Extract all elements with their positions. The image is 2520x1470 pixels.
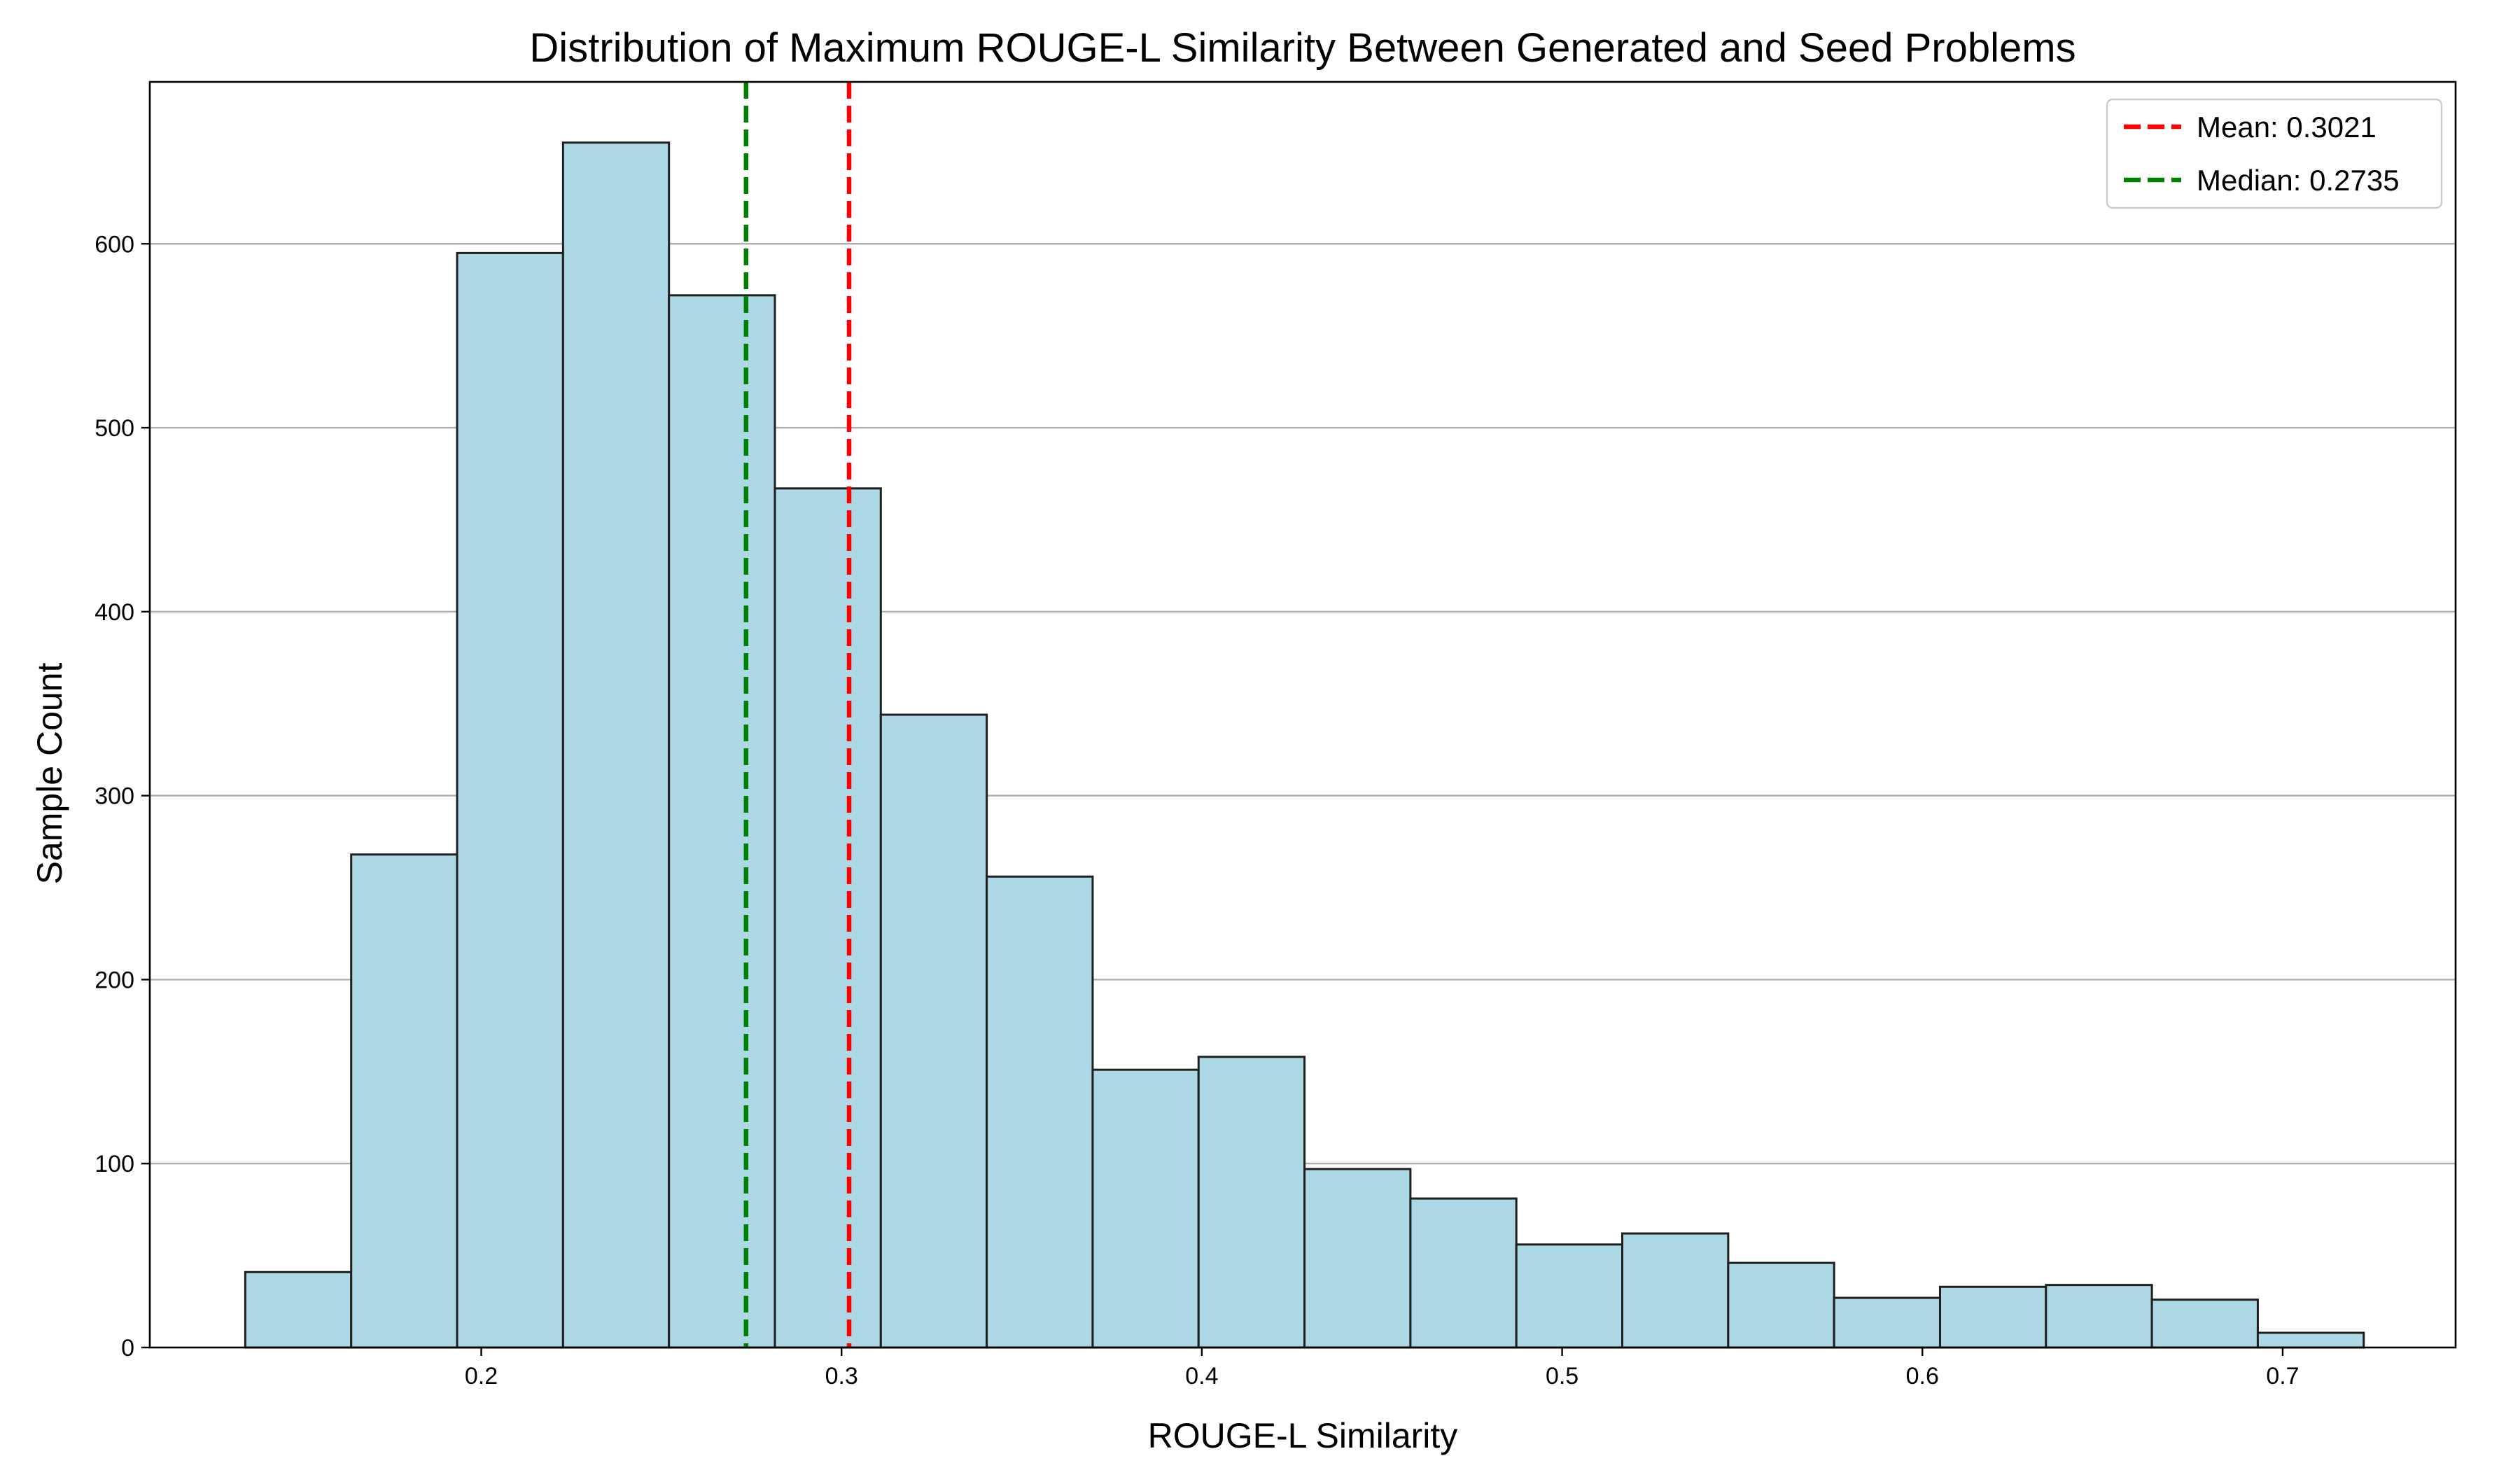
x-tick-label: 0.5 [1546, 1363, 1578, 1390]
y-tick-label: 200 [94, 967, 134, 993]
histogram-bar [774, 487, 882, 1349]
x-tick-label: 0.7 [2266, 1363, 2299, 1390]
histogram-bar [668, 294, 776, 1349]
x-tick-label: 0.2 [465, 1363, 498, 1390]
chart-title: Distribution of Maximum ROUGE-L Similari… [529, 25, 2076, 71]
y-tick-label: 300 [94, 783, 134, 810]
y-tick-label: 0 [121, 1335, 134, 1362]
legend-box [2106, 98, 2443, 209]
histogram-bar [1938, 1285, 2047, 1349]
legend: Mean: 0.3021 Median: 0.2735 [2106, 98, 2443, 209]
histogram-bar [2045, 1284, 2153, 1349]
legend-label: Median: 0.2735 [2197, 164, 2400, 197]
histogram-bar [1833, 1296, 1941, 1349]
histogram-bar [1621, 1232, 1730, 1349]
histogram-bar [1409, 1197, 1518, 1349]
histogram-bar [456, 251, 564, 1349]
histogram-bar [350, 853, 458, 1349]
y-axis-title: Sample Count [30, 662, 69, 884]
axes-frame [148, 80, 2457, 1349]
histogram-bar [1727, 1261, 1835, 1349]
histogram-bar [1515, 1243, 1624, 1349]
x-tick-label: 0.4 [1185, 1363, 1218, 1390]
legend-label: Mean: 0.3021 [2197, 111, 2376, 144]
y-tick-label: 600 [94, 231, 134, 258]
x-axis-title: ROUGE-L Similarity [1148, 1416, 1458, 1455]
y-tick-label: 100 [94, 1151, 134, 1177]
x-tick-label: 0.3 [825, 1363, 858, 1390]
histogram-bar [244, 1270, 353, 1349]
y-tick-label: 500 [94, 415, 134, 442]
histogram-bar [879, 713, 988, 1349]
histogram-bar [2150, 1298, 2259, 1349]
x-tick-label: 0.6 [1906, 1363, 1939, 1390]
histogram-bar [1303, 1168, 1412, 1349]
histogram-bar [986, 875, 1094, 1349]
histogram-bar [1197, 1056, 1306, 1349]
histogram-bar [561, 141, 671, 1349]
histogram-bar [1091, 1068, 1200, 1349]
plot-area: 0.2 0.3 0.4 0.5 0.6 0.7 0 100 200 300 400 500 600 [94, 80, 2457, 1390]
y-tick-label: 400 [94, 599, 134, 626]
histogram-bar [2256, 1331, 2365, 1349]
